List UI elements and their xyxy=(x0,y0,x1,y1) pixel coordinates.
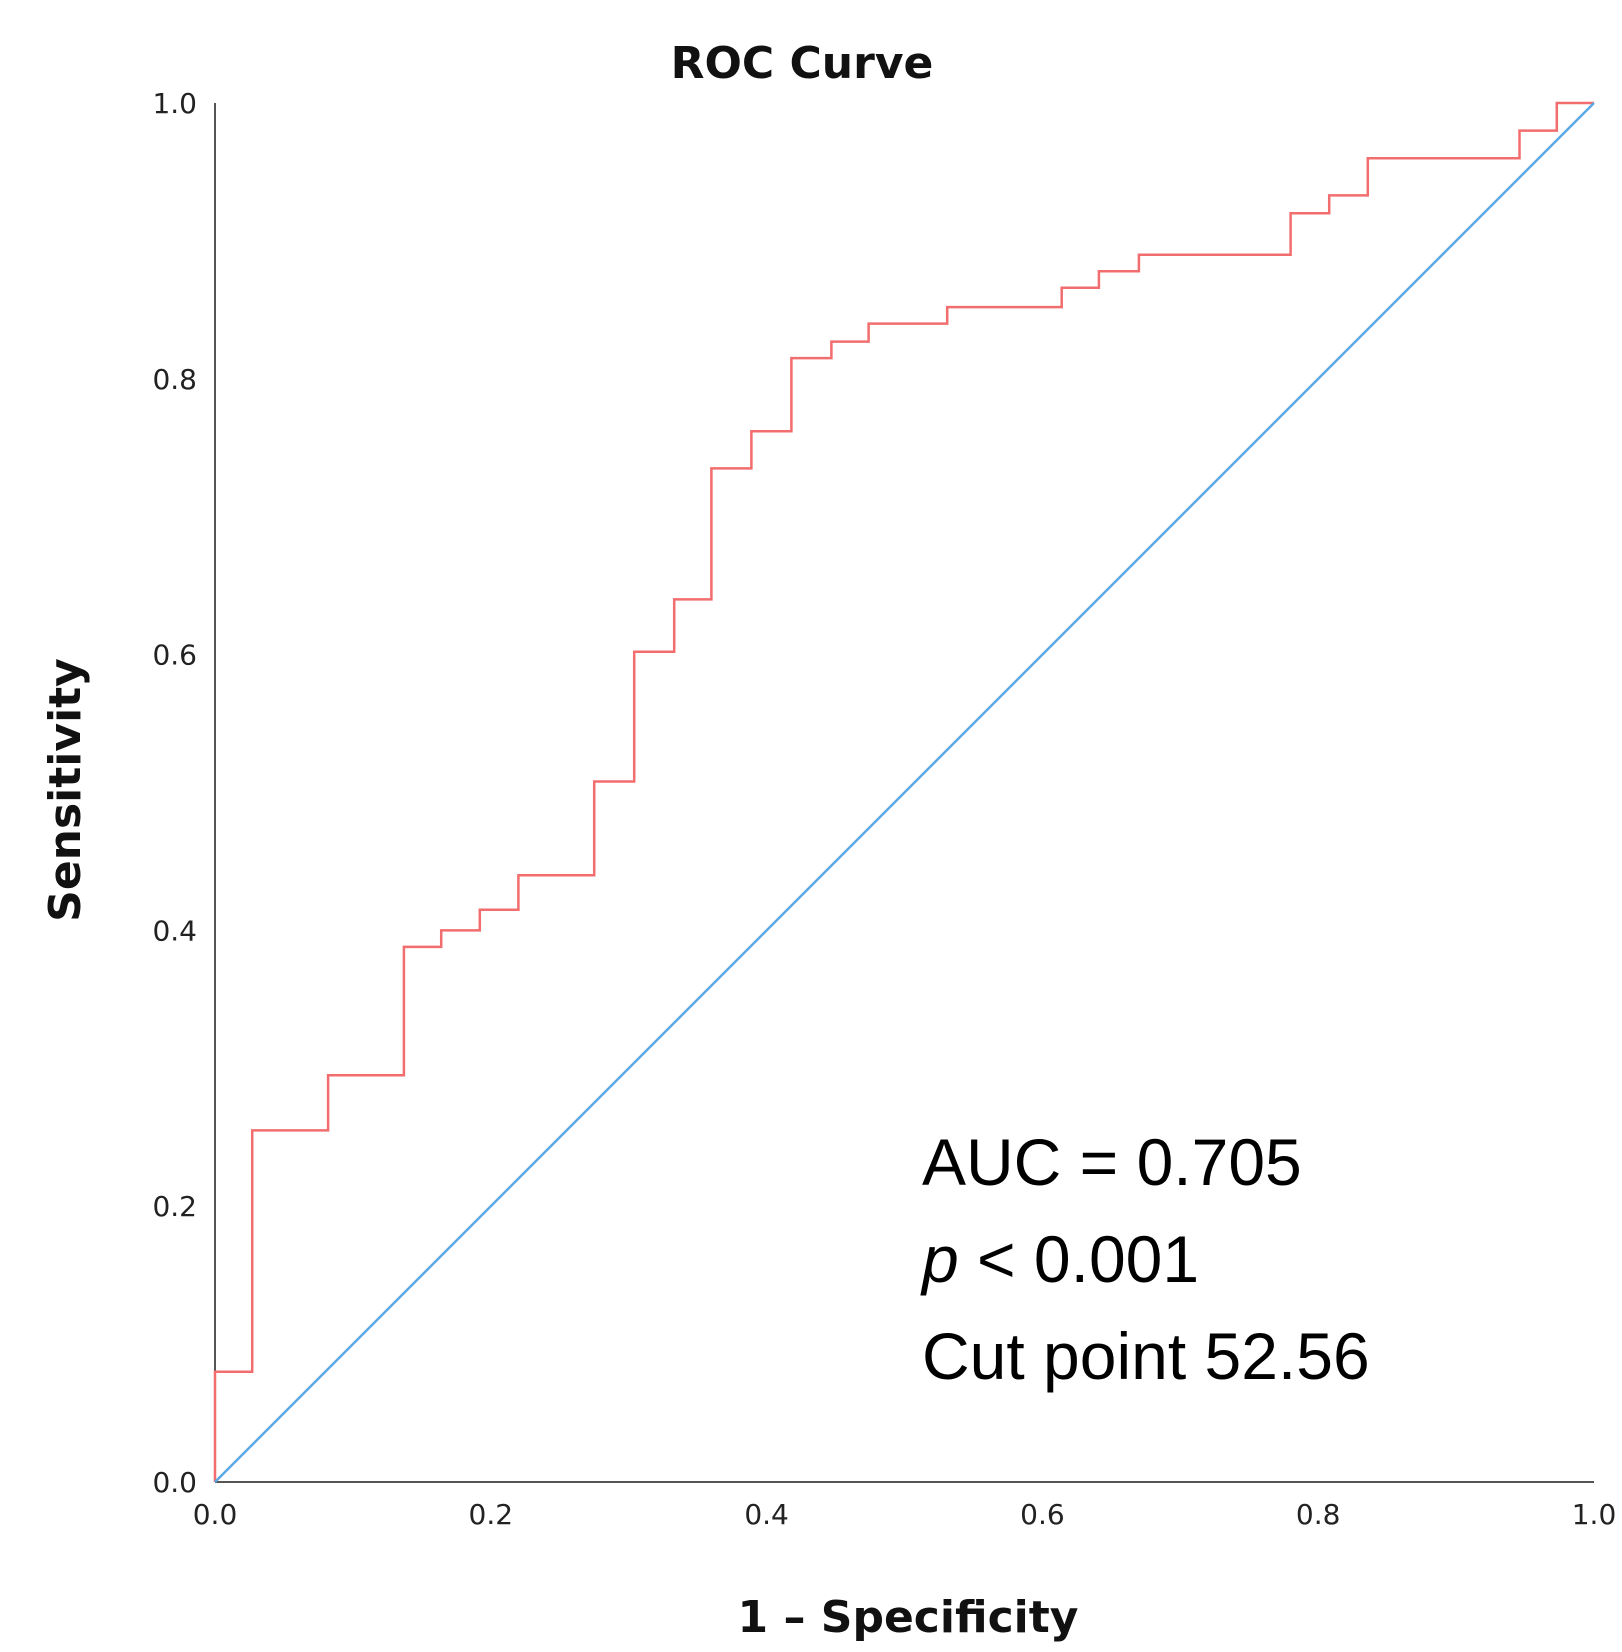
p-value-text: < 0.001 xyxy=(959,1222,1199,1296)
y-tick-label: 1.0 xyxy=(152,87,197,120)
p-symbol: p xyxy=(920,1222,959,1296)
p-value-annotation: p < 0.001 xyxy=(920,1222,1199,1296)
y-tick-label: 0.8 xyxy=(152,363,197,396)
y-axis-title: Sensitivity xyxy=(40,658,91,922)
y-tick-label: 0.0 xyxy=(152,1466,197,1499)
annotation-block: AUC = 0.705 p < 0.001 Cut point 52.56 xyxy=(920,1125,1370,1393)
y-tick-label: 0.4 xyxy=(152,914,197,947)
x-tick-label: 0.8 xyxy=(1296,1498,1341,1531)
y-tick-label: 0.6 xyxy=(152,639,197,672)
y-tick-label: 0.2 xyxy=(152,1190,197,1223)
x-tick-label: 0.6 xyxy=(1020,1498,1065,1531)
cut-point-annotation: Cut point 52.56 xyxy=(922,1319,1370,1393)
plot-area xyxy=(213,101,1595,1483)
x-tick-label: 0.4 xyxy=(744,1498,789,1531)
auc-annotation: AUC = 0.705 xyxy=(922,1125,1302,1199)
roc-curve-line xyxy=(213,101,1594,1482)
x-tick-label: 1.0 xyxy=(1572,1498,1617,1531)
tick-labels: 0.0 0.2 0.4 0.6 0.8 1.0 0.0 0.2 0.4 0.6 0.8 1.0 xyxy=(152,87,1616,1531)
x-tick-label: 0.2 xyxy=(469,1498,514,1531)
x-axis-title: 1 – Specificity xyxy=(738,1592,1079,1643)
reference-diagonal-line xyxy=(214,102,1595,1483)
x-tick-label: 0.0 xyxy=(193,1498,238,1531)
chart-title: ROC Curve xyxy=(671,38,934,89)
